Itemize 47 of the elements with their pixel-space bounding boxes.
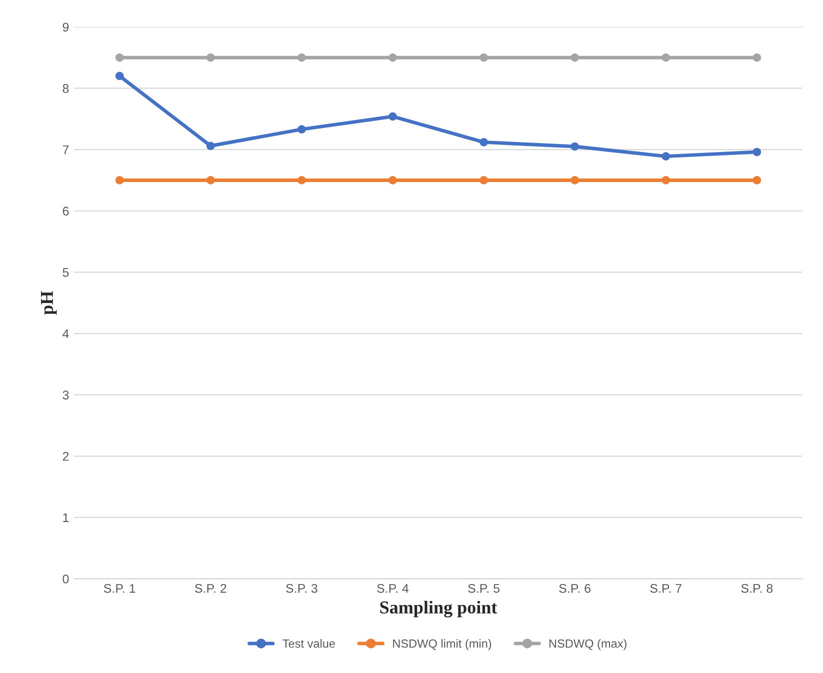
point bbox=[752, 176, 762, 184]
point bbox=[480, 53, 488, 62]
point bbox=[388, 53, 397, 62]
legend-label: NSDWQ (max) bbox=[549, 639, 626, 650]
x-tick-label: S.P. 1 bbox=[104, 584, 136, 593]
y-tick-label: 9 bbox=[62, 22, 69, 32]
point bbox=[298, 125, 306, 134]
point bbox=[115, 176, 124, 184]
y-tick-label: 7 bbox=[62, 145, 69, 154]
x-tick-label: S.P. 8 bbox=[741, 584, 773, 593]
x-tick-label: S.P. 4 bbox=[377, 584, 409, 593]
x-tick-label: S.P. 5 bbox=[468, 584, 500, 593]
point bbox=[480, 176, 488, 184]
point bbox=[206, 53, 215, 62]
point bbox=[298, 176, 306, 184]
x-tick-label: S.P. 6 bbox=[559, 584, 590, 593]
y-tick-label: 1 bbox=[63, 513, 69, 522]
y-tick-label: 0 bbox=[62, 574, 69, 584]
y-axis-title: pH bbox=[41, 291, 57, 315]
y-tick-label: 8 bbox=[62, 84, 69, 93]
point bbox=[662, 53, 670, 62]
point bbox=[115, 72, 124, 80]
y-tick-label: 6 bbox=[62, 206, 69, 216]
point bbox=[570, 176, 579, 184]
y-tick-label: 4 bbox=[62, 329, 69, 338]
y-tick-label: 2 bbox=[62, 452, 69, 461]
x-tick-label: S.P. 7 bbox=[650, 584, 682, 593]
x-tick-label: S.P. 2 bbox=[194, 584, 226, 593]
point bbox=[206, 176, 215, 184]
point bbox=[480, 138, 488, 146]
point bbox=[115, 53, 124, 62]
point bbox=[570, 53, 579, 62]
point bbox=[206, 142, 215, 150]
point bbox=[570, 142, 579, 151]
y-tick-label: 3 bbox=[62, 390, 69, 400]
point bbox=[752, 53, 762, 62]
x-axis-title: Sampling point bbox=[380, 600, 498, 618]
legend-label: NSDWQ limit (min) bbox=[393, 639, 492, 650]
x-tick-label: S.P. 3 bbox=[286, 584, 318, 593]
point bbox=[662, 176, 670, 184]
point bbox=[388, 112, 397, 121]
point bbox=[298, 53, 306, 62]
legend-label: Test value bbox=[282, 639, 335, 648]
point bbox=[752, 148, 762, 156]
y-tick-label: 5 bbox=[62, 268, 69, 277]
point bbox=[388, 176, 397, 184]
point bbox=[662, 152, 670, 160]
